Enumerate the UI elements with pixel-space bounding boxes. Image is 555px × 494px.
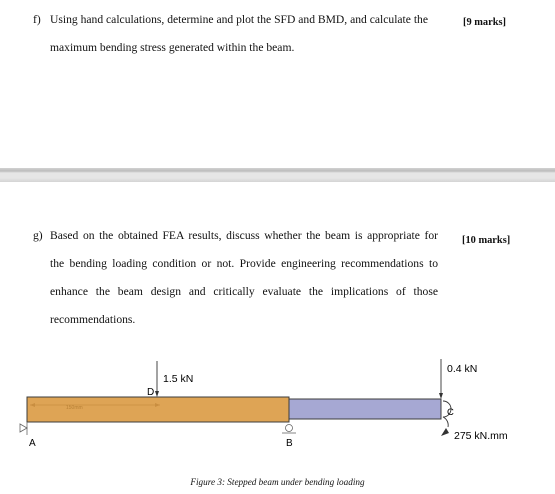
load-c-arrow [439, 359, 443, 399]
support-a-icon [19, 422, 28, 435]
question-f-line-1: Using hand calculations, determine and p… [50, 13, 428, 26]
question-g-line-4: recommendations. [50, 313, 136, 326]
load-d-arrow [155, 361, 159, 397]
page-separator [0, 168, 555, 182]
point-b-label: B [286, 438, 293, 449]
load-d-value: 1.5 kN [163, 373, 193, 385]
beam-figure: 150mm A B 1.5 kN D 0.4 kN C 275 kN.mm [19, 359, 508, 449]
point-a-label: A [29, 438, 36, 449]
question-g-label: g) [33, 229, 43, 242]
dimension-label: 150mm [66, 405, 83, 411]
question-g-marks: [10 marks] [462, 235, 511, 246]
question-f-label: f) [33, 13, 41, 26]
question-g-line-1: Based on the obtained FEA results, discu… [50, 229, 438, 242]
dimension-line [30, 403, 160, 407]
point-d-label: D [147, 387, 154, 398]
moment-c-value: 275 kN.mm [454, 430, 508, 442]
beam-right-segment [288, 398, 442, 420]
figure-caption: Figure 3: Stepped beam under bending loa… [190, 477, 365, 487]
question-g-line-2: the bending loading condition or not. Pr… [50, 257, 438, 270]
question-f-line-2: maximum bending stress generated within … [50, 41, 295, 54]
question-f-marks: [9 marks] [463, 17, 506, 28]
question-g-line-3: enhance the beam design and critically e… [50, 285, 438, 298]
point-c-label: C [447, 407, 454, 418]
beam-left-segment [26, 396, 290, 423]
support-b-icon [282, 424, 296, 434]
load-c-value: 0.4 kN [447, 363, 477, 375]
moment-c-icon [441, 400, 452, 436]
